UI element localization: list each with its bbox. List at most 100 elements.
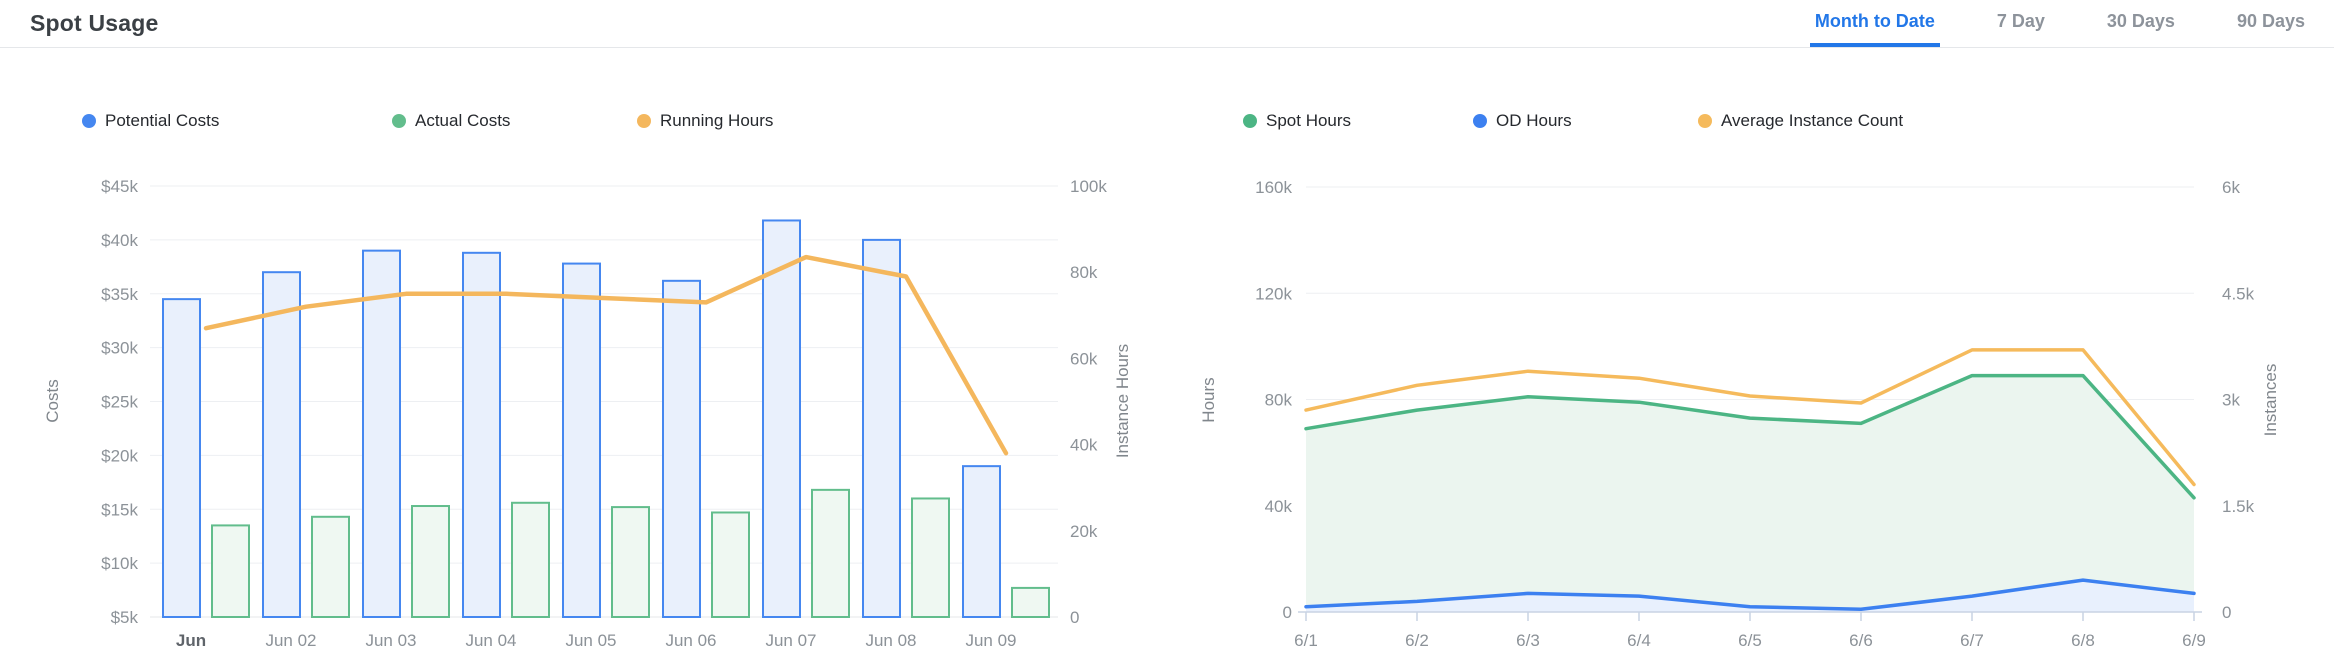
legend-label: Spot Hours [1266,111,1352,130]
x-axis-label: 6/8 [2071,631,2095,650]
y-axis-tick-label: 3k [2222,391,2240,410]
left-axis-title: Hours [1199,377,1218,422]
y-axis-tick-label: 0 [1070,608,1079,627]
line-running-hours[interactable] [203,254,1009,456]
x-axis-label: Jun 09 [965,631,1016,650]
x-axis-label: Jun 06 [665,631,716,650]
y-axis-tick-label: 80k [1070,263,1098,282]
bar-potential-costs[interactable] [462,251,501,619]
area-spot-hours [1306,375,2194,612]
x-axis-label: Jun 07 [765,631,816,650]
y-axis-tick-label: 1.5k [2222,497,2255,516]
area-od-hours [1306,580,2194,612]
y-axis-tick-label: $35k [101,285,138,304]
usage-chart-legend: Spot Hours OD Hours Average Instance Count [1243,111,1903,131]
y-axis-tick-label: $15k [101,500,138,519]
x-axis-label: 6/4 [1627,631,1651,650]
bar-actual-costs[interactable] [911,497,950,619]
bar-actual-costs[interactable] [611,506,650,618]
bar-potential-costs[interactable] [262,271,301,618]
y-axis-tick-label: 40k [1070,436,1098,455]
x-axis-label: Jun 03 [365,631,416,650]
x-axis-label: 6/6 [1849,631,1873,650]
bar-potential-costs[interactable] [362,249,401,619]
legend-label: Actual Costs [415,111,511,130]
bar-actual-costs[interactable] [411,505,450,618]
x-axis-label: 6/3 [1516,631,1540,650]
y-axis-tick-label: $25k [101,393,138,412]
time-range-tabs: Month to Date 7 Day 30 Days 90 Days [1809,0,2334,47]
y-axis-tick-label: 120k [1255,284,1292,303]
page-title: Spot Usage [30,10,159,36]
left-axis-title: Costs [43,379,62,422]
y-axis-tick-label: 0 [1283,603,1292,622]
legend-dot-icon [82,114,96,128]
bar-potential-costs[interactable] [162,298,201,618]
legend-dot-icon [392,114,406,128]
y-axis-tick-label: $45k [101,177,138,196]
legend-item-spot-hours[interactable]: Spot Hours [1243,111,1473,131]
y-axis-tick-label: 4.5k [2222,284,2255,303]
x-axis-label: Jun 04 [465,631,516,650]
cost-chart-legend: Potential Costs Actual Costs Running Hours [82,111,773,131]
legend-label: OD Hours [1496,111,1572,130]
bar-potential-costs[interactable] [562,262,601,619]
legend-label: Running Hours [660,111,774,130]
legend-item-od-hours[interactable]: OD Hours [1473,111,1698,131]
y-axis-tick-label: 0 [2222,603,2231,622]
legend-dot-icon [1473,114,1487,128]
x-axis-label: Jun [176,631,206,650]
legend-label: Potential Costs [105,111,220,130]
x-axis-label: 6/1 [1294,631,1318,650]
bar-actual-costs[interactable] [711,511,750,619]
x-axis-label: Jun 08 [865,631,916,650]
x-axis-label: 6/5 [1738,631,1762,650]
tab-30-days[interactable]: 30 Days [2106,11,2175,31]
x-axis-label: Jun 02 [265,631,316,650]
legend-item-running-hours[interactable]: Running Hours [637,111,773,131]
bar-actual-costs[interactable] [1011,586,1050,619]
bar-potential-costs[interactable] [962,465,1001,618]
bar-actual-costs[interactable] [511,501,550,618]
tab-month-to-date[interactable]: Month to Date [1809,0,1940,47]
legend-dot-icon [1243,114,1257,128]
legend-dot-icon [1698,114,1712,128]
tab-7-day[interactable]: 7 Day [1996,11,2045,31]
legend-dot-icon [637,114,651,128]
y-axis-tick-label: 40k [1265,497,1293,516]
x-axis-label: 6/2 [1405,631,1429,650]
x-axis-label: 6/9 [2182,631,2206,650]
bar-potential-costs[interactable] [862,238,901,618]
x-axis-label: Jun 05 [565,631,616,650]
y-axis-tick-label: $30k [101,339,138,358]
usage-chart: 160k 120k 80k 40k 0 6k 4.5k 3k 1.5k 0 Hours Instanc… [1199,178,2280,650]
y-axis-tick-label: $40k [101,231,138,250]
x-axis-label: 6/7 [1960,631,1984,650]
cost-chart: $45k $40k $35k $30k $25k $20k $15k $10k $5k 100k 8… [43,177,1132,650]
right-axis-title: Instances [2261,364,2280,437]
bar-actual-costs[interactable] [811,488,850,619]
y-axis-tick-label: 160k [1255,178,1292,197]
bar-actual-costs[interactable] [311,515,350,619]
legend-item-average-instance-count[interactable]: Average Instance Count [1698,111,1903,131]
header: Spot Usage Month to Date 7 Day 30 Days 9… [0,0,2334,48]
y-axis-tick-label: $10k [101,554,138,573]
tab-90-days[interactable]: 90 Days [2236,11,2305,31]
y-axis-tick-label: 100k [1070,177,1107,196]
y-axis-tick-label: 80k [1265,391,1293,410]
line-average-instance-count[interactable] [1304,348,2196,487]
bar-potential-costs[interactable] [662,279,701,618]
legend-label: Average Instance Count [1721,111,1904,130]
line-spot-hours[interactable] [1304,373,2196,500]
line-od-hours[interactable] [1304,578,2196,612]
y-axis-tick-label: 60k [1070,349,1098,368]
y-axis-tick-label: $5k [111,608,139,627]
y-axis-tick-label: 20k [1070,522,1098,541]
right-axis-title: Instance Hours [1113,344,1132,458]
y-axis-tick-label: $20k [101,446,138,465]
legend-item-potential-costs[interactable]: Potential Costs [82,111,392,131]
bar-potential-costs[interactable] [762,219,801,618]
legend-item-actual-costs[interactable]: Actual Costs [392,111,637,131]
bar-actual-costs[interactable] [211,524,250,619]
